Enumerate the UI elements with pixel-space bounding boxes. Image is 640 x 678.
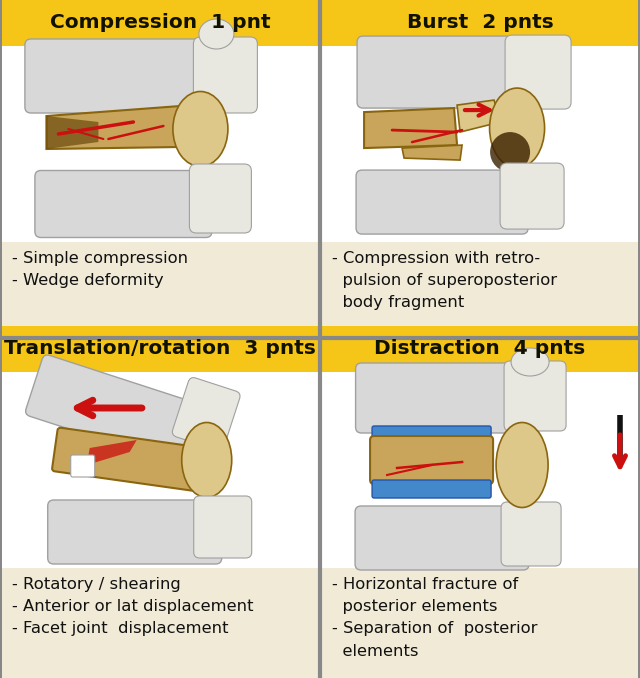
FancyBboxPatch shape	[35, 170, 212, 237]
Ellipse shape	[182, 422, 232, 498]
Bar	[322, 0, 638, 46]
Text: Burst  2 pnts: Burst 2 pnts	[406, 14, 554, 33]
Bar	[2, 242, 318, 338]
Ellipse shape	[173, 92, 228, 167]
Polygon shape	[47, 116, 99, 149]
FancyBboxPatch shape	[70, 455, 95, 477]
Text: Translation/rotation  3 pnts: Translation/rotation 3 pnts	[4, 340, 316, 359]
FancyBboxPatch shape	[25, 39, 212, 113]
Bar	[322, 372, 638, 568]
FancyBboxPatch shape	[356, 363, 532, 433]
Ellipse shape	[511, 348, 549, 376]
Polygon shape	[364, 108, 457, 148]
Text: - Compression with retro-
  pulsion of superoposterior
  body fragment: - Compression with retro- pulsion of sup…	[332, 251, 557, 311]
Bar	[322, 46, 638, 242]
Bar	[2, 46, 318, 242]
Text: Distraction  4 pnts: Distraction 4 pnts	[374, 340, 586, 359]
Bar	[322, 568, 638, 678]
FancyBboxPatch shape	[500, 163, 564, 229]
Bar	[322, 326, 638, 372]
Ellipse shape	[490, 132, 530, 172]
Polygon shape	[457, 100, 500, 132]
FancyBboxPatch shape	[193, 37, 257, 113]
FancyBboxPatch shape	[501, 502, 561, 566]
Polygon shape	[402, 145, 462, 160]
FancyBboxPatch shape	[372, 480, 491, 498]
Bar	[2, 46, 318, 242]
FancyBboxPatch shape	[26, 355, 216, 469]
Polygon shape	[87, 440, 137, 465]
FancyBboxPatch shape	[355, 506, 529, 570]
Bar	[2, 372, 318, 568]
FancyBboxPatch shape	[370, 436, 493, 484]
FancyBboxPatch shape	[189, 164, 252, 233]
FancyBboxPatch shape	[194, 496, 252, 558]
Polygon shape	[47, 106, 180, 149]
Bar	[2, 568, 318, 678]
FancyBboxPatch shape	[48, 500, 221, 564]
Bar	[322, 372, 638, 568]
Ellipse shape	[490, 88, 545, 168]
Text: Compression  1 pnt: Compression 1 pnt	[50, 14, 270, 33]
FancyBboxPatch shape	[172, 378, 240, 450]
Text: - Horizontal fracture of
  posterior elements
- Separation of  posterior
  eleme: - Horizontal fracture of posterior eleme…	[332, 577, 538, 658]
FancyBboxPatch shape	[356, 170, 528, 234]
Bar	[322, 242, 638, 338]
Ellipse shape	[199, 19, 234, 49]
FancyBboxPatch shape	[505, 35, 571, 109]
Text: - Simple compression
- Wedge deformity: - Simple compression - Wedge deformity	[12, 251, 188, 288]
Bar	[2, 326, 318, 372]
FancyBboxPatch shape	[357, 36, 537, 108]
FancyBboxPatch shape	[504, 361, 566, 431]
Bar	[2, 372, 318, 568]
FancyBboxPatch shape	[52, 428, 202, 491]
Text: - Rotatory / shearing
- Anterior or lat displacement
- Facet joint  displacement: - Rotatory / shearing - Anterior or lat …	[12, 577, 253, 637]
FancyBboxPatch shape	[372, 426, 491, 444]
Bar	[322, 46, 638, 242]
Ellipse shape	[496, 422, 548, 508]
Bar	[2, 0, 318, 46]
